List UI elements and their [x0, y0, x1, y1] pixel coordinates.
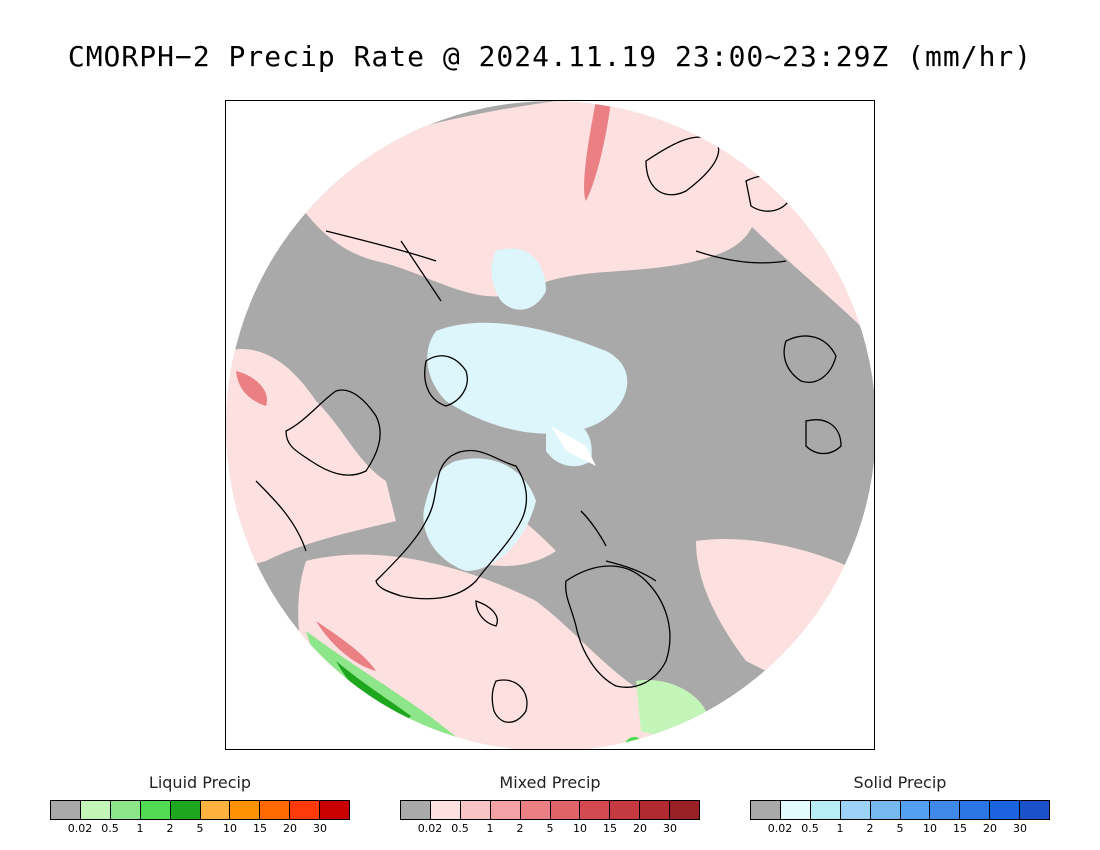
- legend-swatch: [110, 801, 141, 819]
- solid-precip-legend: Solid Precip 0.02 0.5 1 2 5 10 15 20 30: [750, 772, 1050, 836]
- mixed-precip-legend: Mixed Precip 0.02 0.5 1 2 5 10 15 20 30: [400, 772, 700, 836]
- legend-tick-label: 30: [663, 822, 677, 835]
- legend-tick-label: 30: [1013, 822, 1027, 835]
- legend-tick-label: 1: [486, 822, 494, 835]
- legend-swatch: [260, 801, 291, 819]
- legend-title: Mixed Precip: [499, 773, 601, 792]
- legend-swatch: [930, 801, 961, 819]
- legend-tick-label: 20: [983, 822, 997, 835]
- legend-tick-label: 20: [633, 822, 647, 835]
- legend-swatch: [990, 801, 1021, 819]
- polar-map[interactable]: [225, 100, 875, 750]
- pole-data-gap: [551, 426, 596, 466]
- legend-swatch: [51, 801, 81, 819]
- legend-tick-label: 5: [896, 822, 904, 835]
- legend-tick-label: 15: [953, 822, 967, 835]
- solid-precip-areas: [423, 248, 628, 571]
- legend-tick-label: 10: [573, 822, 587, 835]
- legend-swatch: [1020, 801, 1050, 819]
- legend-title: Solid Precip: [853, 773, 947, 792]
- legend-swatch: [490, 801, 521, 819]
- legend-tick-label: 30: [313, 822, 327, 835]
- legend-ticks: 0.02 0.5 1 2 5 10 15 20 30: [50, 822, 350, 836]
- legend-swatch: [80, 801, 111, 819]
- legend-tick-label: 1: [136, 822, 144, 835]
- legend-tick-label: 0.5: [101, 822, 119, 835]
- legend-ticks: 0.02 0.5 1 2 5 10 15 20 30: [750, 822, 1050, 836]
- legend-swatch: [290, 801, 321, 819]
- legend-tick-label: 1: [836, 822, 844, 835]
- legend-tick-label: 10: [923, 822, 937, 835]
- legend-tick-label: 15: [253, 822, 267, 835]
- legend-tick-label: 5: [196, 822, 204, 835]
- legend-tick-label: 5: [546, 822, 554, 835]
- legend-swatch: [640, 801, 671, 819]
- legend-swatch: [520, 801, 551, 819]
- legend-swatch: [140, 801, 171, 819]
- legend-swatch: [900, 801, 931, 819]
- legend-swatch: [401, 801, 431, 819]
- legend-tick-label: 20: [283, 822, 297, 835]
- legend-title: Liquid Precip: [148, 773, 252, 792]
- legend-tick-label: 15: [603, 822, 617, 835]
- coastlines: [255, 136, 842, 723]
- legend-swatch: [670, 801, 700, 819]
- legend-swatch: [230, 801, 261, 819]
- legend-swatch: [430, 801, 461, 819]
- heavy-mixed-streaks: [236, 101, 611, 671]
- legend-swatch: [580, 801, 611, 819]
- legend-ticks: 0.02 0.5 1 2 5 10 15 20 30: [400, 822, 700, 836]
- legend-tick-label: 0.02: [417, 822, 443, 835]
- legend-swatch: [870, 801, 901, 819]
- legend-tick-label: 2: [166, 822, 174, 835]
- legend-tick-label: 2: [866, 822, 874, 835]
- legend-tick-label: 0.5: [801, 822, 819, 835]
- map-title: CMORPH−2 Precip Rate @ 2024.11.19 23:00~…: [67, 40, 1033, 73]
- legend-swatch: [780, 801, 811, 819]
- legend-swatch: [200, 801, 231, 819]
- legend-swatch: [460, 801, 491, 819]
- legend-swatch: [840, 801, 871, 819]
- legend-tick-label: 0.02: [67, 822, 93, 835]
- legend-tick-label: 10: [223, 822, 237, 835]
- legend-swatch: [320, 801, 350, 819]
- liquid-precip-legend: Liquid Precip 0.02 0.5 1 2 5 10 15 20 30: [50, 772, 350, 836]
- legend-swatch: [960, 801, 991, 819]
- legend-swatches: [400, 800, 700, 820]
- legend-tick-label: 0.02: [767, 822, 793, 835]
- legend-swatch: [751, 801, 781, 819]
- precip-field: [226, 101, 874, 749]
- legend-swatch: [810, 801, 841, 819]
- legend-swatch: [610, 801, 641, 819]
- legend-swatches: [750, 800, 1050, 820]
- legend-swatch: [170, 801, 201, 819]
- legend-swatches: [50, 800, 350, 820]
- legend-swatch: [550, 801, 581, 819]
- legend-tick-label: 0.5: [451, 822, 469, 835]
- legend-tick-label: 2: [516, 822, 524, 835]
- polar-map-canvas: [226, 101, 874, 749]
